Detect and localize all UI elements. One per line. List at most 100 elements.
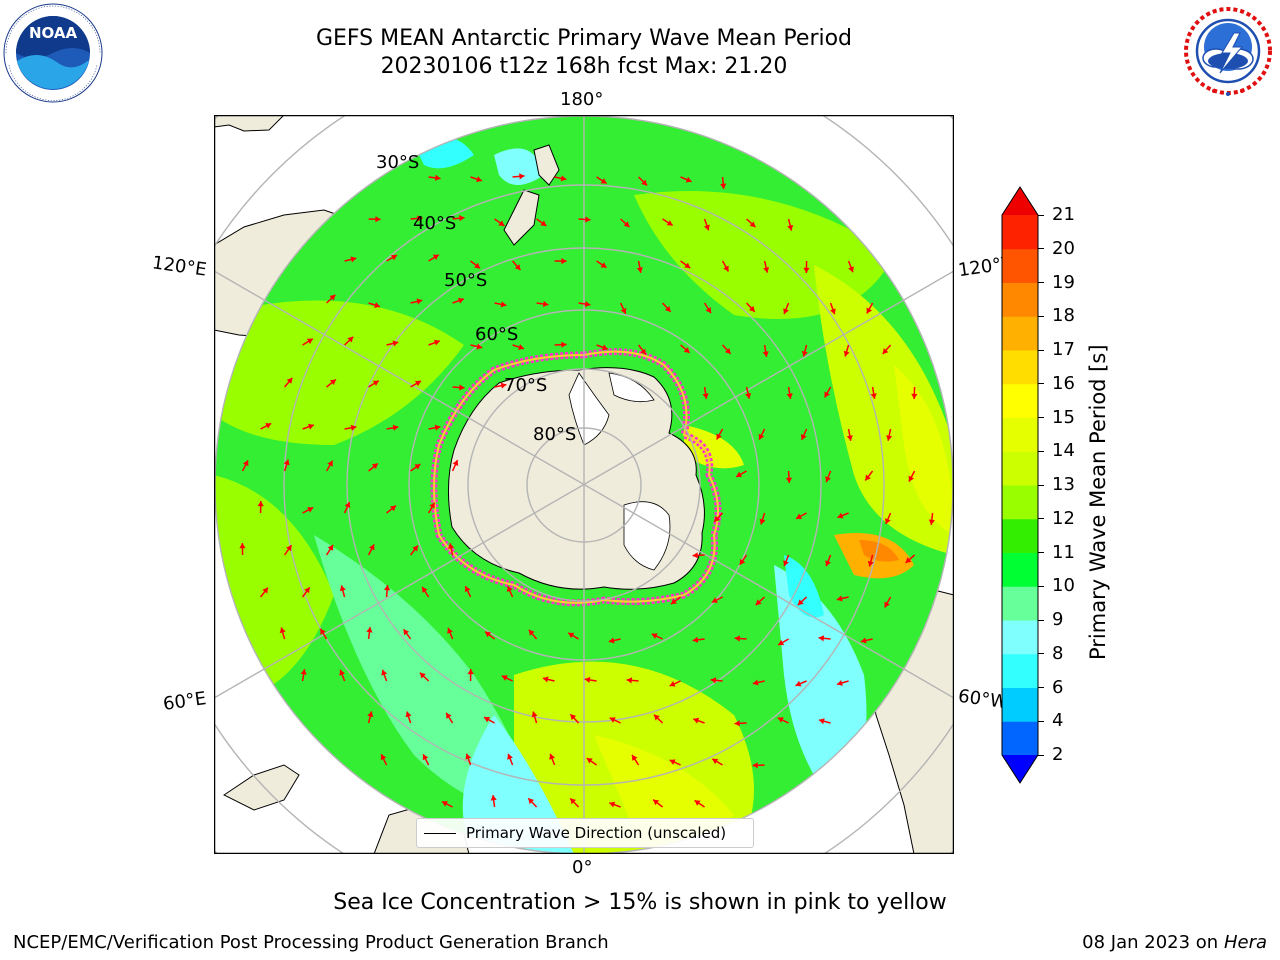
wave-arrow-head [870,393,877,399]
wave-arrow-head [752,679,759,686]
wave-arrow-head [329,379,336,386]
wave-arrow-head [694,800,701,806]
wave-arrow-head [570,714,577,721]
colorbar-tick-text: 18 [1052,305,1075,327]
colorbar-tick-label: 16 [1038,373,1075,394]
lon-label-0: 0° [572,857,593,878]
colorbar-tick-text: 6 [1052,676,1064,698]
colorbar-segment [1002,282,1038,317]
wave-arrow-head [825,476,831,483]
colorbar-tick-text: 16 [1052,372,1075,394]
colorbar-segment [1002,350,1038,385]
colorbar-tick-label: 18 [1038,305,1075,326]
wave-arrow-head [350,424,357,431]
lon-label-120e: 120°E [150,252,208,281]
colorbar-segment [1002,653,1038,688]
wave-arrow-head [837,679,843,686]
wave-arrow-head [286,377,293,384]
wave-arrow-head [327,544,334,551]
wave-arrow-head [514,264,521,271]
colorbar-tick-text: 11 [1052,541,1075,563]
wave-arrow-head [465,753,472,760]
wave-arrow-head [714,515,721,522]
colorbar-tick-label: 6 [1038,677,1063,698]
wave-arrow-head [452,460,459,467]
wave-arrow-head [467,669,474,675]
wave-arrow-head [457,297,464,304]
colorbar-segment [1002,586,1038,621]
colorbar-segment [1002,417,1038,452]
sea-ice-note: Sea Ice Concentration > 15% is shown in … [333,890,947,915]
wave-arrow-head [797,599,804,606]
wave-arrow-head [300,669,307,675]
colorbar-tick-label: 12 [1038,508,1075,529]
map-subtitle: 20230106 t12z 168h fcst Max: 21.20 [380,54,788,79]
colorbar-segment [1002,518,1038,553]
wave-arrow-head [390,505,397,512]
wave-arrow-head [501,675,508,681]
wave-arrow-head [474,262,481,269]
wave-arrow-head [723,265,729,272]
wave-arrow-head [824,391,830,398]
colorbar-under-triangle [1002,755,1038,783]
colorbar-label: Primary Wave Mean Period [s] [1086,344,1110,660]
wave-arrow-head [720,183,727,189]
colorbar-tick-text: 20 [1052,237,1075,259]
wave-arrow-head [490,795,497,801]
colorbar-tick-text: 10 [1052,575,1075,597]
wave-arrow-head [830,308,836,315]
footer-date-text: 08 Jan 2023 on [1082,932,1224,953]
colorbar-tick-text: 9 [1052,609,1064,630]
wave-arrow-head [447,627,453,634]
wave-arrow-head [825,560,831,567]
colorbar-tick-label: 17 [1038,339,1075,360]
wave-arrow-head [476,176,482,183]
wave-arrow-head [448,543,455,549]
lat-label-70s: 70°S [504,375,548,396]
wave-arrow-head [239,543,246,549]
wave-arrow-head [882,348,889,355]
wave-arrow-head [307,423,314,430]
wave-arrow-head [711,597,718,603]
wave-arrow-head [609,717,616,723]
wave-arrow-head [600,262,607,268]
wave-arrow-head [734,635,740,642]
wave-direction-arrows [239,173,935,808]
colorbar-tick-label: 13 [1038,474,1075,495]
colorbar-tick-text: 2 [1052,744,1064,765]
wave-arrow-head [374,302,380,309]
colorbar-tick-label: 15 [1038,407,1075,428]
wave-arrow-head [666,220,673,226]
wave-arrow-head [632,754,638,761]
wave-arrow-head [685,176,692,183]
wave-arrow-head [860,637,867,644]
wave-arrow-head [684,262,691,269]
ross-ice-shelf [568,372,610,446]
wave-arrow-head [412,545,418,552]
wave-arrow-head [712,758,719,765]
lat-label-80s: 80°S [533,424,577,445]
colorbar-tick-text: 21 [1052,204,1075,225]
wave-arrow-head [560,175,567,182]
wave-arrow-head [561,258,567,265]
wave-arrow-head [653,714,660,721]
wave-arrow-head [403,629,410,636]
wave-arrow-head [257,501,264,507]
wave-arrow-head [626,677,633,684]
wave-arrow-head [759,518,766,525]
wave-arrow-head [641,179,648,186]
wave-arrow-head [519,173,525,180]
wave-arrow-head [908,475,915,482]
wave-arrow-head [339,585,346,592]
wave-arrow-head [265,423,272,429]
wave-arrow-head [586,758,593,764]
wave-arrow-head [653,799,660,806]
map-title: GEFS MEAN Antarctic Primary Wave Mean Pe… [315,26,853,51]
wave-arrow-head [279,627,286,634]
footer-date: 08 Jan 2023 on Hera [1082,932,1267,953]
wave-arrow-head [692,636,699,643]
wave-arrow-head [670,598,677,605]
colorbar-segment [1002,248,1038,283]
wave-arrow-head [304,587,310,594]
wave-arrow-head [506,586,513,592]
